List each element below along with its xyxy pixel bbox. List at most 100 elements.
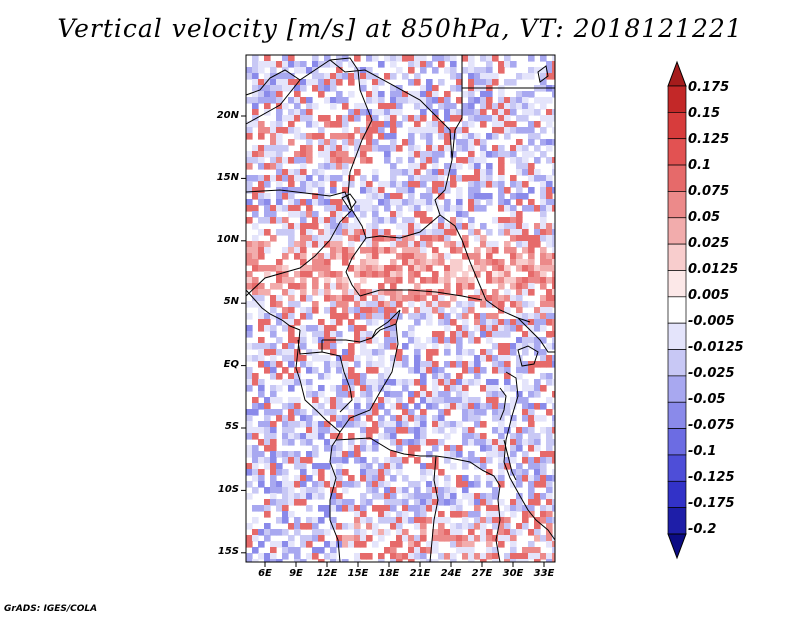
field-cell <box>534 175 541 182</box>
field-cell <box>528 403 535 410</box>
x-tick-label: 27E <box>471 568 493 579</box>
field-cell <box>498 295 505 302</box>
field-cell <box>258 199 265 206</box>
field-cell <box>480 439 487 446</box>
field-cell <box>288 115 295 122</box>
field-cell <box>462 535 469 542</box>
field-cell <box>546 61 553 68</box>
field-cell <box>312 217 319 224</box>
field-cell <box>246 199 253 206</box>
field-cell <box>348 265 355 272</box>
field-cell <box>498 445 505 452</box>
field-cell <box>414 283 421 290</box>
field-cell <box>504 355 511 362</box>
field-cell <box>456 265 463 272</box>
field-cell <box>294 367 301 374</box>
field-cell <box>384 55 391 62</box>
field-cell <box>318 259 325 266</box>
field-cell <box>264 163 271 170</box>
field-cell <box>498 343 505 350</box>
field-cell <box>318 169 325 176</box>
field-cell <box>258 67 265 74</box>
field-cell <box>480 445 487 452</box>
field-cell <box>504 79 511 86</box>
y-tick-label: 5S <box>224 421 239 432</box>
field-cell <box>336 445 343 452</box>
field-cell <box>492 355 499 362</box>
field-cell <box>270 499 277 506</box>
field-cell <box>516 529 523 536</box>
field-cell <box>408 379 415 386</box>
field-cell <box>264 433 271 440</box>
field-cell <box>354 523 361 530</box>
field-cell <box>396 91 403 98</box>
field-cell <box>282 355 289 362</box>
field-cell <box>378 199 385 206</box>
field-cell <box>312 427 319 434</box>
field-cell <box>540 229 547 236</box>
field-cell <box>486 103 493 110</box>
field-cell <box>384 205 391 212</box>
field-cell <box>324 235 331 242</box>
field-cell <box>540 103 547 110</box>
field-cell <box>402 187 409 194</box>
field-cell <box>246 481 253 488</box>
field-cell <box>330 61 337 68</box>
field-cell <box>534 145 541 152</box>
field-cell <box>462 463 469 470</box>
field-cell <box>414 493 421 500</box>
field-cell <box>366 205 373 212</box>
field-cell <box>378 283 385 290</box>
field-cell <box>480 499 487 506</box>
field-cell <box>360 313 367 320</box>
field-cell <box>258 529 265 536</box>
field-cell <box>372 79 379 86</box>
field-cell <box>408 235 415 242</box>
field-cell <box>372 73 379 80</box>
field-cell <box>372 145 379 152</box>
field-cell <box>396 457 403 464</box>
field-cell <box>342 133 349 140</box>
field-cell <box>474 289 481 296</box>
field-cell <box>324 541 331 548</box>
field-cell <box>288 361 295 368</box>
field-cell <box>330 217 337 224</box>
field-cell <box>522 127 529 134</box>
field-cell <box>360 385 367 392</box>
field-cell <box>330 229 337 236</box>
field-cell <box>468 175 475 182</box>
field-cell <box>282 541 289 548</box>
field-cell <box>342 469 349 476</box>
field-cell <box>462 517 469 524</box>
field-cell <box>528 139 535 146</box>
field-cell <box>534 391 541 398</box>
field-cell <box>288 481 295 488</box>
field-cell <box>546 289 553 296</box>
field-cell <box>336 451 343 458</box>
field-cell <box>498 517 505 524</box>
field-cell <box>516 235 523 242</box>
field-cell <box>270 127 277 134</box>
field-cell <box>300 169 307 176</box>
field-cell <box>504 373 511 380</box>
field-cell <box>318 319 325 326</box>
field-cell <box>372 307 379 314</box>
field-cell <box>264 265 271 272</box>
field-cell <box>480 385 487 392</box>
field-cell <box>378 217 385 224</box>
field-cell <box>474 361 481 368</box>
field-cell <box>426 259 433 266</box>
field-cell <box>402 295 409 302</box>
field-cell <box>522 289 529 296</box>
field-cell <box>504 457 511 464</box>
field-cell <box>324 97 331 104</box>
field-cell <box>450 523 457 530</box>
field-cell <box>420 307 427 314</box>
field-cell <box>474 511 481 518</box>
field-cell <box>264 181 271 188</box>
field-cell <box>456 157 463 164</box>
field-cell <box>510 217 517 224</box>
field-cell <box>294 151 301 158</box>
field-cell <box>354 445 361 452</box>
field-cell <box>456 499 463 506</box>
